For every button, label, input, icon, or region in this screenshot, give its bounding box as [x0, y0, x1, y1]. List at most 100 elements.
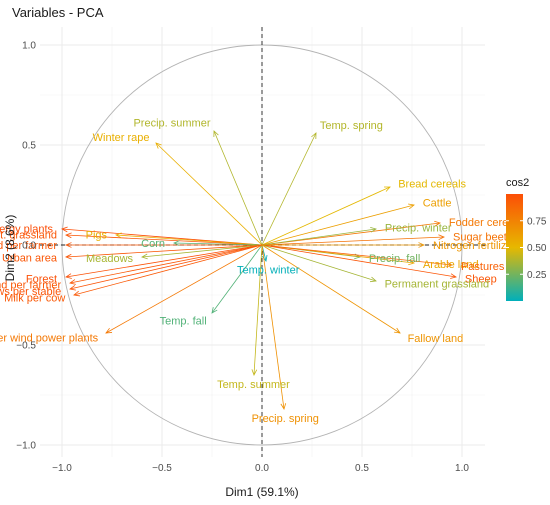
variable-arrows [61, 130, 457, 410]
label-pastures: Pastures [461, 261, 505, 273]
arrow-permanent-grassland [261, 244, 377, 282]
arrowhead-sugar-beets [438, 234, 445, 241]
reference-lines [40, 27, 485, 457]
arrowhead-precip-winter [370, 226, 377, 233]
chart-title: Variables - PCA [12, 5, 104, 20]
arrow-temp-spring [261, 132, 317, 246]
arrow-pigs [115, 234, 263, 246]
label-fallow-land: Fallow land [408, 333, 464, 345]
x-axis-title: Dim1 (59.1%) [225, 485, 298, 499]
y-tick-label: 0.0 [22, 241, 36, 252]
x-tick-label: 1.0 [455, 463, 469, 474]
arrow-power-wind-power-plants [105, 244, 263, 334]
label-sugar-beets: Sugar beets [453, 232, 513, 244]
label-precip-summer: Precip. summer [133, 118, 210, 130]
arrow-cattle [261, 204, 415, 246]
arrow-mean-dairy-cows-per-stable [69, 244, 263, 290]
legend-tick-label: 0.75 [527, 216, 547, 227]
arrow-fallow-land [261, 244, 401, 334]
arrowhead-pigs [115, 232, 122, 239]
arrow-precip-summer [213, 130, 263, 246]
label-precip-winter: Precip. winter [385, 223, 452, 235]
arrowhead-forest [65, 273, 72, 279]
arrowhead-temp-spring [311, 132, 317, 140]
label-meadows: Meadows [86, 253, 134, 265]
arrowhead-precip-spring [280, 403, 287, 410]
label-sheep: Sheep [465, 273, 497, 285]
y-tick-label: 1.0 [22, 41, 36, 52]
legend-tick-label: 0.25 [527, 270, 547, 281]
arrow-arable-land-per-farmer [69, 244, 263, 284]
label-corn: Corn [141, 238, 165, 250]
legend-ticks: 0.25 0.50 0.75 [506, 216, 547, 281]
y-axis-title: Dim2 (8.6%) [3, 215, 17, 282]
label-winter-rape: Winter rape [93, 132, 150, 144]
label-precip-fall: Precip. fall [369, 253, 420, 265]
label-arable-land-per-farmer: Arable land per farmer [0, 280, 61, 292]
label-arable-land: Arable land [423, 259, 479, 271]
y-tick-label: −0.5 [16, 341, 36, 352]
arrow-meadows [141, 244, 263, 258]
axis-tick-labels: −1.0 −0.5 0.0 0.5 1.0 −1.0 −0.5 0.0 0.5 1.0 [16, 41, 469, 475]
arrowhead-ext-grassland [65, 232, 72, 239]
label-permanent-grassland: Permanent grassland [385, 279, 490, 291]
arrow-bread-cereals [261, 186, 391, 246]
arrowhead-nitrogen-fertilizer [418, 242, 425, 248]
arrowhead-precip-summer [213, 130, 219, 138]
arrow-pastures [261, 244, 453, 266]
arrowhead-mean-dairy-cows-per-stable [69, 285, 76, 291]
label-ext-grassland: Ext. grassland [0, 230, 57, 242]
arrowhead-cattle [408, 203, 415, 210]
label-power-wind-power-plants: Power wind power plants [0, 332, 99, 344]
arrow-precip-spring [261, 244, 285, 410]
arrowhead-power-wind-power-plants [105, 327, 113, 334]
x-tick-label: −0.5 [152, 463, 172, 474]
label-mean-dairy-cows-per-stable: Mean dairy cows per stable [0, 286, 61, 298]
y-tick-label: 0.5 [22, 141, 36, 152]
arrow-ext-grassland [65, 234, 263, 246]
label-precip-spring: Precip. spring [252, 413, 319, 425]
label-pigs: Pigs [86, 229, 108, 241]
arrowhead-grassland-per-farmer [65, 242, 72, 248]
label-forest: Forest [26, 273, 57, 285]
x-tick-label: −1.0 [52, 463, 72, 474]
arrow-corn [173, 242, 263, 246]
arrow-precip-winter [261, 228, 377, 246]
label-bread-cereals: Bread cereals [398, 178, 466, 190]
arrowhead-corn [173, 240, 180, 246]
legend-color-bar [506, 194, 523, 301]
label-temp-winter: Temp. winter [237, 265, 300, 277]
variable-labels: Precip. summer Temp. spring Winter rape Bre… [0, 118, 523, 425]
label-power-bioenergy-plants: Power bioenergy plants [0, 223, 54, 235]
arrow-temp-summer [253, 244, 263, 376]
arrowhead-pastures [446, 261, 453, 268]
cos2-legend: cos2 0.25 0.50 0.75 [506, 177, 547, 301]
arrow-milk-per-cow [73, 244, 263, 296]
y-tick-label: −1.0 [16, 441, 36, 452]
arrowhead-sheep [450, 273, 457, 279]
arrow-winter-rape [155, 142, 263, 246]
arrow-sheep [261, 244, 457, 278]
arrow-sugar-beets [261, 236, 445, 246]
label-milk-per-cow: Milk per cow [4, 292, 65, 304]
arrowhead-temp-fall [211, 307, 218, 314]
arrowhead-winter-rape [155, 142, 162, 149]
arrow-fodder-cereals [261, 222, 441, 246]
x-tick-label: 0.0 [255, 463, 269, 474]
arrow-forest [65, 244, 263, 278]
arrowhead-bread-cereals [383, 186, 391, 192]
arrowhead-urban-area [65, 253, 72, 260]
label-cattle: Cattle [423, 198, 452, 210]
arrow-temp-fall [211, 244, 263, 314]
legend-tick-label: 0.50 [527, 243, 547, 254]
label-urban-area: Urban area [2, 253, 58, 265]
label-temp-summer: Temp. summer [217, 379, 290, 391]
arrowhead-temp-summer [251, 369, 258, 376]
arrowhead-meadows [141, 253, 148, 260]
arrowhead-fallow-land [394, 327, 401, 334]
label-grassland-per-farmer: Grassland per farmer [0, 240, 57, 252]
arrowhead-permanent-grassland [369, 276, 377, 283]
label-fodder-cereals: Fodder cereals [449, 217, 523, 229]
